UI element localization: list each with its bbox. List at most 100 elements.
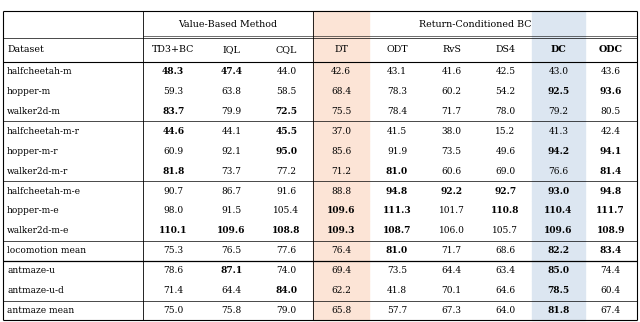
Bar bbox=[532, 38, 584, 62]
Bar bbox=[313, 261, 369, 280]
Text: 95.0: 95.0 bbox=[275, 147, 298, 156]
Text: 48.3: 48.3 bbox=[162, 67, 184, 76]
Text: antmaze-u-d: antmaze-u-d bbox=[7, 286, 64, 295]
Text: 62.2: 62.2 bbox=[331, 286, 351, 295]
Text: walker2d-m-e: walker2d-m-e bbox=[7, 226, 69, 235]
Text: 64.0: 64.0 bbox=[495, 306, 515, 315]
Text: 83.7: 83.7 bbox=[162, 107, 184, 116]
Text: 60.9: 60.9 bbox=[163, 147, 183, 156]
Text: 111.3: 111.3 bbox=[383, 206, 412, 215]
Bar bbox=[532, 161, 584, 181]
Text: 80.5: 80.5 bbox=[600, 107, 621, 116]
Text: 67.3: 67.3 bbox=[442, 306, 461, 315]
Text: 94.2: 94.2 bbox=[547, 147, 570, 156]
Text: 41.8: 41.8 bbox=[387, 286, 407, 295]
Bar bbox=[313, 201, 369, 221]
Text: 91.9: 91.9 bbox=[387, 147, 407, 156]
Text: RvS: RvS bbox=[442, 45, 461, 54]
Text: ODT: ODT bbox=[386, 45, 408, 54]
Text: walker2d-m: walker2d-m bbox=[7, 107, 61, 116]
Text: 63.8: 63.8 bbox=[221, 87, 241, 96]
Text: 88.8: 88.8 bbox=[331, 187, 351, 195]
Text: 78.6: 78.6 bbox=[163, 266, 183, 275]
Text: 76.6: 76.6 bbox=[548, 167, 568, 176]
Text: antmaze-u: antmaze-u bbox=[7, 266, 55, 275]
Text: Dataset: Dataset bbox=[7, 45, 44, 54]
Bar bbox=[313, 121, 369, 141]
Bar bbox=[532, 181, 584, 201]
Bar bbox=[313, 102, 369, 121]
Text: 75.5: 75.5 bbox=[331, 107, 351, 116]
Text: 81.0: 81.0 bbox=[386, 167, 408, 176]
Text: hopper-m-e: hopper-m-e bbox=[7, 206, 60, 215]
Text: 67.4: 67.4 bbox=[600, 306, 621, 315]
Text: Value-Based Method: Value-Based Method bbox=[179, 20, 278, 29]
Text: 108.8: 108.8 bbox=[272, 226, 301, 235]
Text: 85.6: 85.6 bbox=[331, 147, 351, 156]
Text: ODC: ODC bbox=[598, 45, 623, 54]
Text: 84.0: 84.0 bbox=[275, 286, 298, 295]
Text: 79.0: 79.0 bbox=[276, 306, 296, 315]
Text: 94.1: 94.1 bbox=[600, 147, 622, 156]
Bar bbox=[313, 11, 369, 38]
Text: 44.0: 44.0 bbox=[276, 67, 296, 76]
Text: 71.4: 71.4 bbox=[163, 286, 183, 295]
Text: 109.6: 109.6 bbox=[218, 226, 246, 235]
Text: 44.1: 44.1 bbox=[221, 127, 242, 136]
Text: 76.5: 76.5 bbox=[221, 246, 242, 255]
Text: locomotion mean: locomotion mean bbox=[7, 246, 86, 255]
Text: 44.6: 44.6 bbox=[162, 127, 184, 136]
Text: DT: DT bbox=[334, 45, 348, 54]
Bar bbox=[532, 261, 584, 280]
Text: hopper-m: hopper-m bbox=[7, 87, 51, 96]
Text: 110.4: 110.4 bbox=[544, 206, 573, 215]
Text: 101.7: 101.7 bbox=[439, 206, 465, 215]
Bar bbox=[532, 141, 584, 161]
Bar bbox=[532, 82, 584, 102]
Text: 79.2: 79.2 bbox=[548, 107, 568, 116]
Bar bbox=[532, 62, 584, 82]
Bar bbox=[313, 62, 369, 82]
Text: 108.7: 108.7 bbox=[383, 226, 411, 235]
Text: 109.6: 109.6 bbox=[327, 206, 355, 215]
Text: 41.5: 41.5 bbox=[387, 127, 407, 136]
Text: 109.3: 109.3 bbox=[327, 226, 355, 235]
Text: 106.0: 106.0 bbox=[439, 226, 465, 235]
Bar bbox=[313, 141, 369, 161]
Bar bbox=[313, 241, 369, 261]
Text: 93.6: 93.6 bbox=[600, 87, 622, 96]
Text: 60.2: 60.2 bbox=[442, 87, 461, 96]
Bar bbox=[313, 221, 369, 241]
Bar bbox=[532, 201, 584, 221]
Text: 60.6: 60.6 bbox=[442, 167, 462, 176]
Text: 108.9: 108.9 bbox=[596, 226, 625, 235]
Text: 71.7: 71.7 bbox=[442, 246, 462, 255]
Text: 64.6: 64.6 bbox=[495, 286, 515, 295]
Text: 110.8: 110.8 bbox=[491, 206, 520, 215]
Text: 43.0: 43.0 bbox=[548, 67, 568, 76]
Text: 42.5: 42.5 bbox=[495, 67, 515, 76]
Text: 109.6: 109.6 bbox=[544, 226, 573, 235]
Bar bbox=[313, 82, 369, 102]
Bar bbox=[313, 181, 369, 201]
Text: 59.3: 59.3 bbox=[163, 87, 183, 96]
Text: 75.0: 75.0 bbox=[163, 306, 183, 315]
Text: 64.4: 64.4 bbox=[442, 266, 462, 275]
Text: 72.5: 72.5 bbox=[275, 107, 298, 116]
Text: 41.6: 41.6 bbox=[442, 67, 462, 76]
Text: 90.7: 90.7 bbox=[163, 187, 183, 195]
Text: 58.5: 58.5 bbox=[276, 87, 296, 96]
Bar bbox=[313, 161, 369, 181]
Text: 82.2: 82.2 bbox=[547, 246, 570, 255]
Text: 15.2: 15.2 bbox=[495, 127, 515, 136]
Bar bbox=[532, 102, 584, 121]
Text: 60.4: 60.4 bbox=[600, 286, 621, 295]
Text: DS4: DS4 bbox=[495, 45, 515, 54]
Text: halfcheetah-m-r: halfcheetah-m-r bbox=[7, 127, 80, 136]
Text: TD3+BC: TD3+BC bbox=[152, 45, 195, 54]
Text: 92.2: 92.2 bbox=[441, 187, 463, 195]
Text: 74.0: 74.0 bbox=[276, 266, 296, 275]
Text: 38.0: 38.0 bbox=[442, 127, 461, 136]
Bar bbox=[313, 300, 369, 320]
Text: 92.5: 92.5 bbox=[547, 87, 570, 96]
